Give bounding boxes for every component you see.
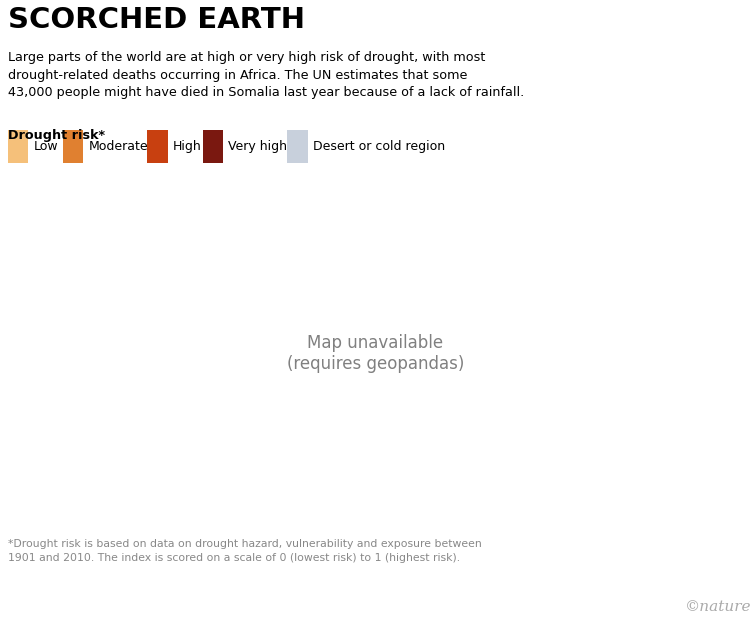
Text: *Drought risk is based on data on drought hazard, vulnerability and exposure bet: *Drought risk is based on data on drough… [8,539,481,562]
FancyBboxPatch shape [8,130,28,162]
FancyBboxPatch shape [203,130,223,162]
Text: Drought risk*: Drought risk* [8,129,104,142]
Text: ©nature: ©nature [684,600,751,614]
Text: Map unavailable
(requires geopandas): Map unavailable (requires geopandas) [287,334,464,373]
FancyBboxPatch shape [287,130,308,162]
Text: Very high: Very high [228,140,288,153]
Text: Large parts of the world are at high or very high risk of drought, with most
dro: Large parts of the world are at high or … [8,51,523,99]
Text: Low: Low [33,140,58,153]
Text: Desert or cold region: Desert or cold region [313,140,445,153]
Text: High: High [173,140,202,153]
Text: SCORCHED EARTH: SCORCHED EARTH [8,6,304,34]
FancyBboxPatch shape [147,130,168,162]
Text: Moderate: Moderate [89,140,148,153]
FancyBboxPatch shape [63,130,83,162]
